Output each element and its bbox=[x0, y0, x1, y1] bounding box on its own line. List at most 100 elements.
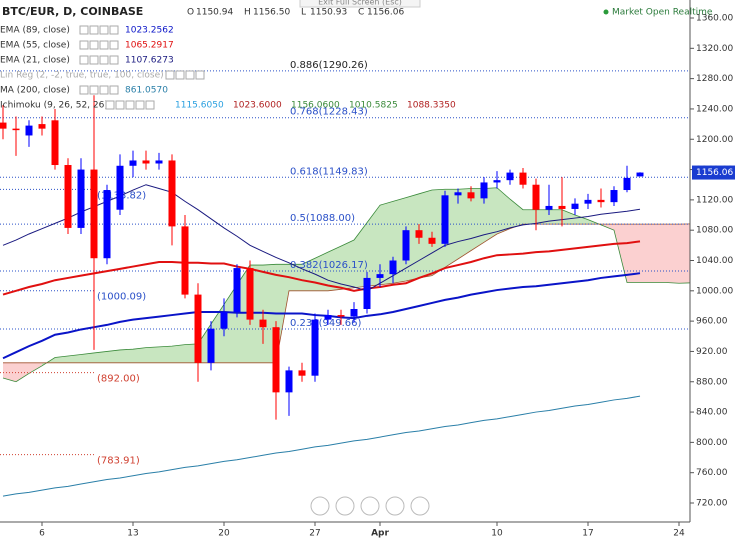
candle-body bbox=[337, 315, 345, 317]
candle-body bbox=[12, 128, 20, 131]
row-icon bbox=[115, 100, 125, 110]
candle-body bbox=[246, 268, 254, 320]
cloud-segment bbox=[549, 209, 562, 225]
candle-body bbox=[584, 199, 592, 204]
row-icon bbox=[89, 85, 99, 95]
cloud-segment bbox=[55, 355, 68, 363]
axis-bg bbox=[690, 0, 735, 540]
cloud-segment bbox=[289, 264, 302, 291]
candle-body bbox=[493, 180, 501, 183]
row-icon bbox=[109, 85, 119, 95]
ichimoku-value: 1115.6050 bbox=[175, 101, 224, 111]
y-tick-label: 840.00 bbox=[696, 408, 728, 418]
ichimoku-value: 1023.6000 bbox=[233, 101, 282, 111]
y-tick-label: 1080.00 bbox=[696, 226, 733, 236]
candle-body bbox=[415, 230, 423, 238]
candle-body bbox=[64, 165, 72, 228]
fullscreen-hint: Exit Full Screen (Esc) bbox=[318, 0, 402, 7]
candle-body bbox=[610, 190, 618, 203]
candle-body bbox=[519, 172, 527, 185]
candle-body bbox=[428, 237, 436, 244]
cloud-segment bbox=[354, 222, 367, 288]
ohlc-key: L bbox=[301, 8, 306, 18]
nav-button bbox=[335, 496, 355, 516]
y-tick-label: 1120.00 bbox=[696, 195, 733, 205]
x-tick-label: 6 bbox=[39, 529, 45, 539]
row-icon bbox=[89, 25, 99, 35]
row-icon bbox=[185, 70, 195, 80]
y-tick-label: 720.00 bbox=[696, 499, 728, 509]
legend-name: EMA (55, close) bbox=[0, 41, 70, 51]
candle-body bbox=[623, 177, 631, 191]
cloud-segment bbox=[29, 362, 42, 374]
candle-body bbox=[571, 203, 579, 209]
ohlc-value: 1156.06 bbox=[367, 8, 404, 18]
candle-body bbox=[90, 169, 98, 259]
span-a-line bbox=[2, 187, 693, 383]
legend-value: 861.0570 bbox=[125, 86, 168, 96]
candle-body bbox=[116, 165, 124, 210]
candle-body bbox=[597, 199, 605, 203]
candle-body bbox=[129, 160, 137, 166]
cloud-segment bbox=[653, 224, 666, 283]
candle-body bbox=[220, 312, 228, 329]
candle-body bbox=[532, 184, 540, 210]
candle-body bbox=[155, 160, 163, 164]
cloud-segment bbox=[536, 209, 549, 225]
row-icon bbox=[79, 85, 89, 95]
candle-body bbox=[285, 370, 293, 393]
y-tick-label: 1240.00 bbox=[696, 104, 733, 114]
fib-label: 0.382(1026.17) bbox=[290, 260, 368, 271]
ohlc-value: 1150.93 bbox=[310, 8, 347, 18]
cloud-segment bbox=[640, 224, 653, 283]
ohlc-key: O bbox=[187, 8, 194, 18]
price-tag-label: 1156.06 bbox=[696, 168, 733, 178]
candle-body bbox=[441, 195, 449, 244]
candle-body bbox=[194, 294, 202, 363]
legend-value: 1107.6273 bbox=[125, 56, 174, 66]
x-tick-label: 27 bbox=[309, 529, 320, 539]
cloud-segment bbox=[133, 347, 146, 363]
row-icon bbox=[105, 100, 115, 110]
cloud-segment bbox=[666, 224, 679, 284]
y-tick-label: 1360.00 bbox=[696, 14, 733, 24]
candle-body bbox=[272, 327, 280, 393]
cloud-segment bbox=[367, 205, 380, 287]
row-icon bbox=[99, 85, 109, 95]
cloud-segment bbox=[510, 199, 523, 229]
fib-label: 0.236(949.66) bbox=[290, 318, 362, 329]
row-icon bbox=[145, 100, 155, 110]
x-tick-label: 24 bbox=[673, 529, 685, 539]
legend-name: EMA (21, close) bbox=[0, 56, 70, 66]
cloud-segment bbox=[328, 246, 341, 291]
candle-body bbox=[207, 328, 215, 363]
ichimoku-name: Ichimoku (9, 26, 52, 26) bbox=[0, 101, 108, 111]
row-icon bbox=[99, 25, 109, 35]
row-icon bbox=[99, 40, 109, 50]
nav-button bbox=[410, 496, 430, 516]
row-icon bbox=[79, 40, 89, 50]
cloud-segment bbox=[68, 354, 81, 363]
row-icon bbox=[109, 40, 119, 50]
cloud-segment bbox=[315, 252, 328, 291]
row-icon bbox=[109, 25, 119, 35]
row-icon bbox=[79, 25, 89, 35]
cloud-segment bbox=[341, 240, 354, 290]
candle-body bbox=[636, 172, 644, 177]
candle-body bbox=[363, 277, 371, 309]
row-icon bbox=[89, 55, 99, 65]
linreg-name: Lin Reg (2, -2, true, true, 100, close) bbox=[0, 71, 164, 81]
y-tick-label: 800.00 bbox=[696, 438, 728, 448]
indicator-line bbox=[2, 272, 641, 360]
extension-label: (1000.09) bbox=[97, 292, 146, 303]
cloud-segment bbox=[81, 352, 94, 363]
candle-body bbox=[311, 319, 319, 376]
y-tick-label: 760.00 bbox=[696, 468, 728, 478]
ichimoku-value: 1010.5825 bbox=[349, 101, 398, 111]
x-tick-label: Apr bbox=[371, 529, 389, 539]
cloud-segment bbox=[497, 187, 510, 234]
candle-body bbox=[298, 370, 306, 376]
chart-title: BTC/EUR, D, COINBASE bbox=[2, 5, 143, 18]
candle-body bbox=[142, 160, 150, 164]
